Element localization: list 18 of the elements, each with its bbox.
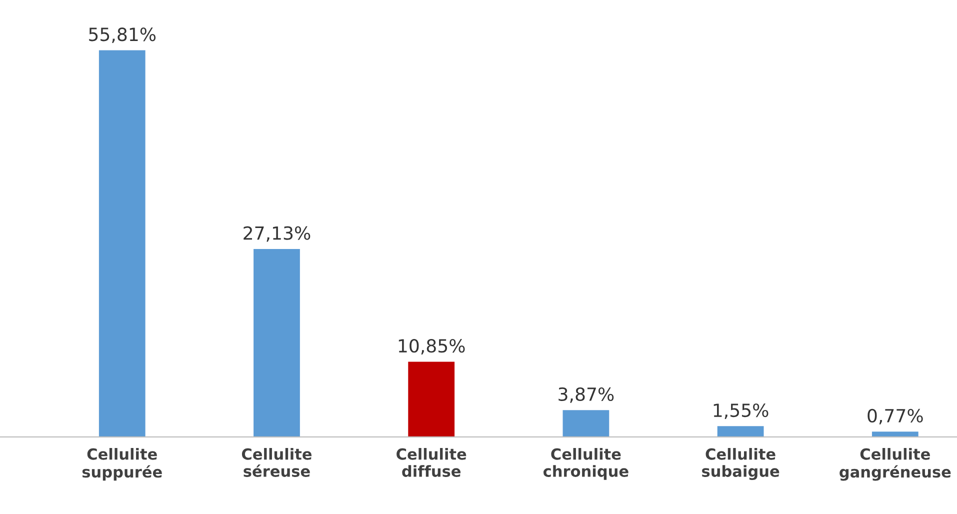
x-tick-label: Cellulite suppurée (82, 448, 162, 481)
x-tick-label: Cellulite gangréneuse (840, 448, 951, 481)
data-label: 3,87% (558, 387, 614, 403)
bar (254, 248, 300, 437)
bar (872, 432, 918, 437)
bar (717, 426, 764, 437)
x-tick-label: Cellulite séreuse (242, 448, 312, 477)
data-label: 55,81% (89, 28, 156, 44)
x-tick-label: Cellulite diffuse (396, 448, 466, 477)
data-label: 10,85% (398, 339, 465, 355)
bar (98, 50, 146, 437)
data-label: 27,13% (244, 226, 310, 242)
bar (408, 362, 455, 437)
x-tick-label: Cellulite subaigue (702, 448, 780, 480)
data-label: 1,55% (714, 403, 768, 419)
data-label: 0,77% (868, 408, 923, 424)
x-tick-label: Cellulite chronique (543, 448, 628, 480)
bar (562, 410, 610, 437)
